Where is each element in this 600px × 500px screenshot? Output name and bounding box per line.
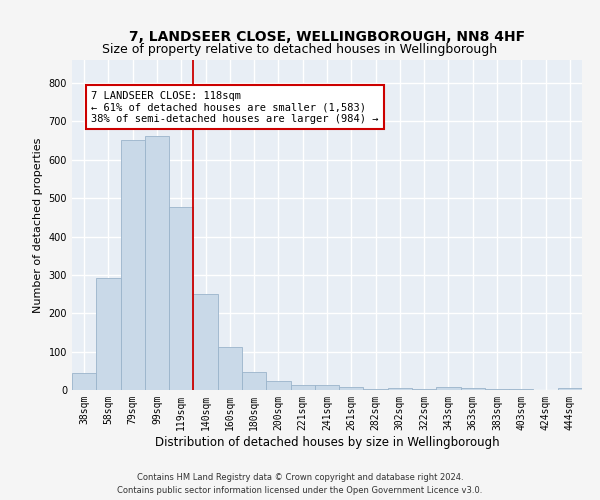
Bar	[121, 140, 145, 390]
Title: 7, LANDSEER CLOSE, WELLINGBOROUGH, NN8 4HF: 7, LANDSEER CLOSE, WELLINGBOROUGH, NN8 4…	[129, 30, 525, 44]
X-axis label: Distribution of detached houses by size in Wellingborough: Distribution of detached houses by size …	[155, 436, 499, 448]
Bar	[364, 389, 388, 390]
Bar	[72, 372, 96, 390]
Bar	[266, 381, 290, 390]
Text: Size of property relative to detached houses in Wellingborough: Size of property relative to detached ho…	[103, 42, 497, 56]
Bar	[388, 388, 412, 390]
Bar	[242, 372, 266, 390]
Bar	[509, 389, 533, 390]
Text: Contains HM Land Registry data © Crown copyright and database right 2024.
Contai: Contains HM Land Registry data © Crown c…	[118, 474, 482, 495]
Bar	[96, 278, 121, 390]
Bar	[485, 389, 509, 390]
Bar	[558, 388, 582, 390]
Bar	[145, 136, 169, 390]
Bar	[315, 384, 339, 390]
Y-axis label: Number of detached properties: Number of detached properties	[33, 138, 43, 312]
Bar	[461, 388, 485, 390]
Bar	[169, 207, 193, 390]
Text: 7 LANDSEER CLOSE: 118sqm
← 61% of detached houses are smaller (1,583)
38% of sem: 7 LANDSEER CLOSE: 118sqm ← 61% of detach…	[91, 90, 379, 124]
Bar	[218, 347, 242, 390]
Bar	[436, 387, 461, 390]
Bar	[290, 384, 315, 390]
Bar	[412, 389, 436, 390]
Bar	[339, 387, 364, 390]
Bar	[193, 294, 218, 390]
